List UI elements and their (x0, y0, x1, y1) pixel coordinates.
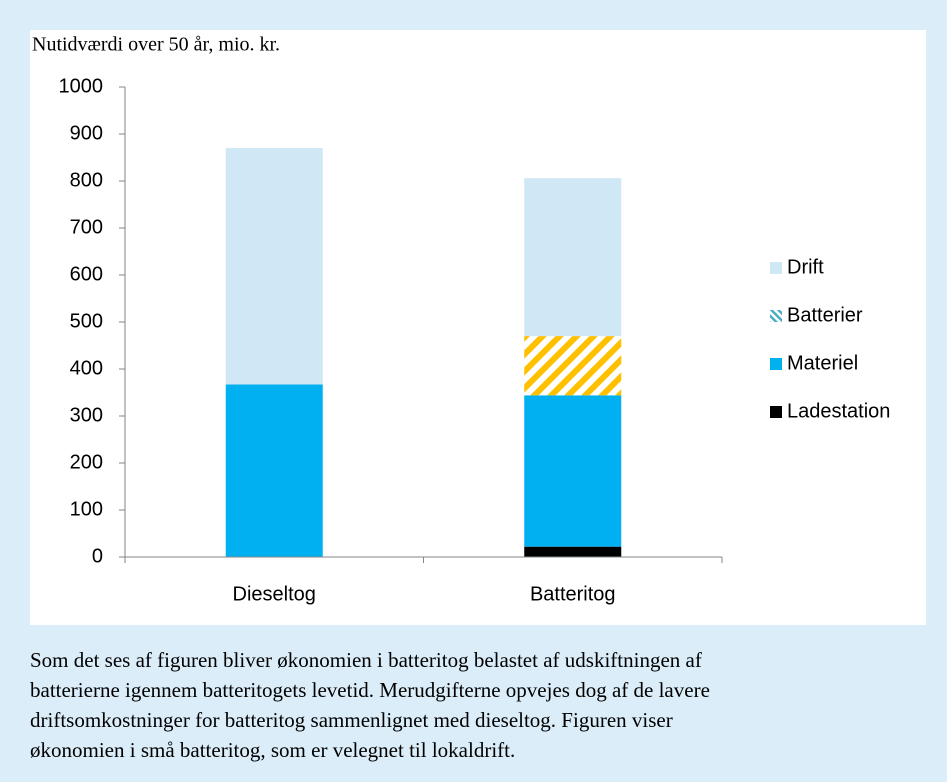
legend-swatch (770, 310, 782, 322)
y-tick-label: 200 (70, 451, 103, 473)
caption: Som det ses af figuren bliver økonomien … (30, 645, 930, 765)
y-tick-label: 300 (70, 404, 103, 426)
legend-swatch (770, 358, 782, 370)
chart: Nutidværdi over 50 år, mio. kr. 0 100 200 3… (32, 34, 890, 606)
chart-title: Nutidværdi over 50 år, mio. kr. (32, 34, 280, 56)
x-tick-label: Batteritog (530, 583, 616, 605)
legend-swatch (770, 262, 782, 274)
bar-segment (225, 148, 323, 385)
y-tick-label: 1000 (59, 75, 104, 97)
bar-segment (225, 384, 323, 557)
legend-label: Materiel (787, 352, 858, 374)
y-tick-label: 800 (70, 169, 103, 191)
bar-segment (524, 336, 622, 396)
x-tick-label: Dieseltog (233, 583, 316, 605)
legend-label: Batterier (787, 304, 863, 326)
bar-segment (524, 178, 622, 337)
legend-label: Ladestation (787, 400, 890, 422)
caption-line: økonomien i små batteritog, som er veleg… (30, 738, 516, 762)
y-tick-label: 0 (92, 545, 103, 567)
y-tick-label: 500 (70, 310, 103, 332)
bar-segment (524, 546, 622, 557)
caption-line: Som det ses af figuren bliver økonomien … (30, 648, 702, 672)
legend-label: Drift (787, 256, 824, 278)
legend-swatch (770, 406, 782, 418)
y-tick-label: 400 (70, 357, 103, 379)
y-tick-label: 900 (70, 122, 103, 144)
y-tick-label: 700 (70, 216, 103, 238)
caption-line: batterierne igennem batteritogets leveti… (30, 678, 710, 702)
y-tick-label: 600 (70, 263, 103, 285)
caption-line: driftsomkostninger for batteritog sammen… (30, 708, 673, 732)
bar-segment (524, 395, 622, 547)
y-tick-label: 100 (70, 498, 103, 520)
chart-box: Nutidværdi over 50 år, mio. kr. 0 100 200 3… (30, 30, 926, 625)
